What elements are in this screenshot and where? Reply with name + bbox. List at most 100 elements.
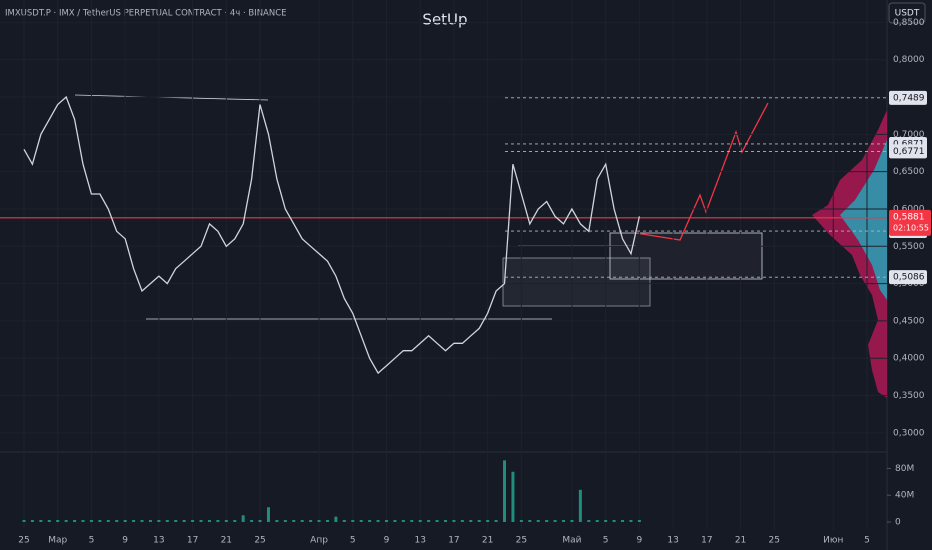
volume-bar: [503, 460, 507, 522]
volume-bar: [545, 519, 549, 522]
volume-bar: [283, 519, 287, 522]
volume-bar: [140, 519, 144, 522]
volume-bar: [64, 519, 68, 522]
volume-bar: [148, 519, 152, 522]
volume-bar: [452, 519, 456, 522]
volume-bar: [47, 519, 51, 522]
volume-bar: [266, 507, 270, 522]
symbol-header: IMXUSDT.P · IMX / TetherUS PERPETUAL CON…: [5, 9, 287, 19]
level-tag: [889, 270, 927, 285]
volume-bar: [132, 519, 136, 522]
x-tick-label: 13: [153, 536, 164, 546]
price-label: 0,5881: [893, 212, 925, 222]
level-tag: [889, 144, 927, 159]
volume-bar: [30, 519, 34, 522]
level-label: 0,5086: [893, 273, 925, 283]
volume-bar: [418, 519, 422, 522]
volume-bar: [469, 519, 473, 522]
x-tick-label: Июн: [823, 536, 843, 546]
volume-bar: [325, 519, 329, 522]
volume-bar: [511, 471, 515, 522]
volume-bar: [334, 516, 338, 522]
volume-bar: [106, 519, 110, 522]
level-tag: [889, 90, 927, 105]
volume-bar: [73, 519, 77, 522]
volume-bar: [56, 519, 60, 522]
y-tick-label: 0,6500: [893, 167, 925, 177]
volume-bar: [587, 519, 591, 522]
volume-bar: [621, 519, 625, 522]
x-tick-label: 25: [254, 536, 265, 546]
x-tick-label: 9: [384, 536, 390, 546]
volume-bar: [250, 519, 254, 522]
y-tick-label: 0,5500: [893, 242, 925, 252]
x-tick-label: 5: [603, 536, 609, 546]
volume-bar: [410, 519, 414, 522]
volume-bar: [191, 519, 195, 522]
volume-bar: [427, 519, 431, 522]
volume-bar: [536, 519, 540, 522]
volume-bar: [123, 519, 127, 522]
volume-bar: [393, 519, 397, 522]
volume-bar: [629, 519, 633, 522]
volume-bar: [435, 519, 439, 522]
volume-bar: [376, 519, 380, 522]
volume-bar: [477, 519, 481, 522]
volume-bar: [486, 519, 490, 522]
volume-bar: [89, 519, 93, 522]
volume-bar: [174, 519, 178, 522]
chart-title: SetUp: [422, 11, 467, 29]
x-tick-label: 17: [187, 536, 198, 546]
x-tick-label: Апр: [310, 536, 328, 546]
volume-bar: [224, 519, 228, 522]
volume-bar: [570, 519, 574, 522]
x-tick-label: 21: [735, 536, 746, 546]
price-line: [23, 95, 641, 375]
volume-tick-label: 80M: [895, 464, 914, 474]
y-tick-label: 0,8000: [893, 55, 925, 65]
volume-bar: [519, 519, 523, 522]
volume-bar: [300, 519, 304, 522]
volume-bar: [553, 519, 557, 522]
volume-bar: [39, 519, 43, 522]
volume-bar: [292, 519, 296, 522]
y-tick-label: 0,4500: [893, 316, 925, 326]
x-tick-label: 17: [448, 536, 459, 546]
volume-bar: [81, 519, 85, 522]
x-tick-label: 5: [864, 536, 870, 546]
volume-bar: [460, 519, 464, 522]
currency[interactable]: USDT: [895, 9, 920, 19]
volume-bar: [241, 515, 245, 522]
zone-box: [502, 257, 651, 307]
volume-bar: [98, 519, 102, 522]
volume-bar: [22, 519, 26, 522]
countdown: 02:10:55: [893, 223, 929, 232]
level-label: 0,6771: [893, 147, 925, 157]
y-tick-label: 0,8500: [893, 18, 925, 28]
volume-bar: [207, 519, 211, 522]
volume-bar: [595, 519, 599, 522]
volume-bar: [578, 489, 582, 522]
volume-bar: [317, 519, 321, 522]
x-tick-label: 25: [516, 536, 527, 546]
y-tick-label: 0,4000: [893, 354, 925, 364]
volume-bar: [604, 519, 608, 522]
volume-bar: [444, 519, 447, 522]
volume-bar: [637, 519, 641, 522]
x-tick-label: 9: [122, 536, 128, 546]
x-tick-label: 25: [769, 536, 780, 546]
x-tick-label: 5: [89, 536, 95, 546]
x-tick-label: Мар: [48, 536, 67, 546]
volume-tick-label: 0: [895, 518, 901, 528]
y-tick-label: 0,3000: [893, 428, 925, 438]
currency-button[interactable]: [888, 2, 926, 24]
volume-bar: [199, 519, 203, 522]
volume-bar: [233, 519, 237, 522]
x-tick-label: 9: [637, 536, 643, 546]
volume-bar: [612, 519, 616, 522]
x-tick-label: 13: [667, 536, 678, 546]
volume-bar: [182, 519, 186, 522]
